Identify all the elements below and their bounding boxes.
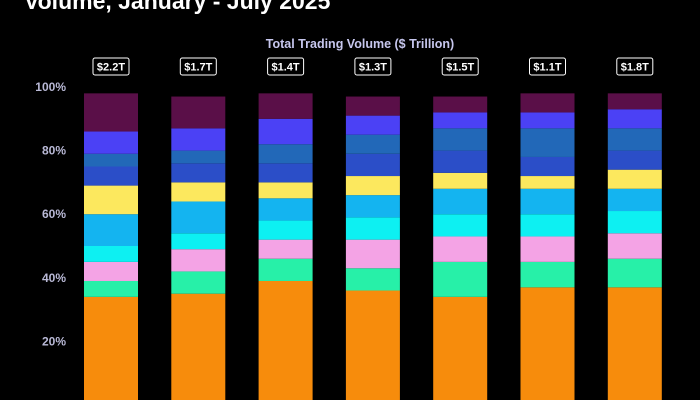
bar-segment [520, 214, 575, 237]
bar-segment [345, 268, 400, 291]
bar-segment [607, 287, 662, 400]
bar-segment [84, 185, 138, 215]
y-tick-label: 40% [42, 271, 66, 285]
bar-segment [345, 176, 400, 196]
y-tick-label: 20% [42, 334, 66, 348]
total-volume-label: $1.3T [359, 62, 387, 74]
bar-segment [607, 169, 662, 189]
y-tick-label: 100% [35, 80, 66, 94]
bar-segment [84, 296, 138, 400]
bar-segment [345, 115, 400, 135]
bar-segment [520, 112, 575, 129]
bar-segment [171, 163, 226, 183]
bar-segment [607, 188, 662, 212]
y-tick-label: 80% [42, 144, 66, 158]
bar-segment [345, 290, 400, 400]
total-volume-label: $1.8T [621, 62, 649, 74]
bar-segment [84, 166, 138, 186]
bar-segment [84, 153, 138, 167]
bar-segment [520, 156, 575, 177]
total-label-box [441, 57, 479, 76]
bar-segment [345, 96, 400, 116]
bar-segment [433, 96, 488, 113]
bar-segment [171, 293, 226, 400]
total-volume-label: $1.1T [533, 62, 561, 74]
bar-segment [520, 93, 575, 113]
bar-segment [345, 153, 400, 177]
bar-segment [84, 261, 138, 281]
page-title: Volume, January - July 2025 [24, 0, 331, 14]
bar-segment [433, 236, 488, 262]
bar-segment [171, 271, 226, 294]
bar-segment [171, 233, 226, 250]
bar-segment [433, 112, 488, 129]
total-label-box [616, 57, 654, 76]
total-label-box [267, 57, 305, 76]
bar-segment [607, 109, 662, 129]
bar-segment [84, 93, 138, 132]
bar-segment [607, 233, 662, 259]
bar-segment [258, 280, 313, 400]
bar-segment [520, 128, 575, 157]
bar-segment [345, 134, 400, 154]
y-tick-label: 0% [49, 398, 67, 400]
bar-segment [171, 249, 226, 272]
bar-segment [258, 144, 313, 164]
bar-segment [345, 195, 400, 218]
bar-segment [520, 176, 575, 189]
bar-segment [84, 246, 138, 262]
total-volume-label: $1.5T [446, 62, 474, 74]
bar-segment [258, 118, 313, 145]
bar-segment [433, 296, 488, 400]
bar-segment [171, 182, 226, 202]
bar-segment [520, 188, 575, 215]
bar-segment [607, 211, 662, 234]
bar-segment [171, 128, 226, 151]
bar-segment [171, 201, 226, 234]
chart-subtitle: Total Trading Volume ($ Trillion) [265, 37, 455, 51]
bar-segment [433, 150, 488, 173]
bar-segment [258, 198, 313, 221]
bar-segment [345, 217, 400, 240]
bar-segment [607, 150, 662, 170]
bar-segment [84, 131, 138, 154]
bar-segment [258, 163, 313, 183]
bar-segment [433, 128, 488, 151]
bar-segment [84, 214, 138, 246]
bar-segment [433, 214, 488, 237]
bar-segment [171, 96, 226, 129]
bar-segment [258, 93, 313, 119]
total-label-box [354, 57, 392, 76]
bar-segment [433, 172, 488, 189]
bar-segment [258, 182, 313, 199]
bar-segment [84, 280, 138, 297]
bar-segment [520, 287, 575, 400]
total-volume-label: $1.7T [184, 62, 212, 74]
y-tick-label: 60% [42, 207, 66, 221]
bar-segment [345, 239, 400, 269]
total-label-box [179, 57, 217, 76]
bar-segment [607, 93, 662, 110]
total-label-box [92, 57, 130, 76]
bar-segment [258, 258, 313, 281]
bar-segment [433, 188, 488, 215]
bar-segment [433, 261, 488, 297]
total-label-box [529, 57, 566, 76]
bar-segment [258, 239, 313, 259]
total-volume-label: $1.4T [272, 62, 300, 74]
bar-segment [258, 220, 313, 240]
total-volume-label: $2.2T [97, 62, 125, 74]
bar-segment [520, 261, 575, 288]
bar-segment [607, 128, 662, 151]
bar-segment [520, 236, 575, 262]
bar-segment [607, 258, 662, 288]
bar-segment [171, 150, 226, 164]
